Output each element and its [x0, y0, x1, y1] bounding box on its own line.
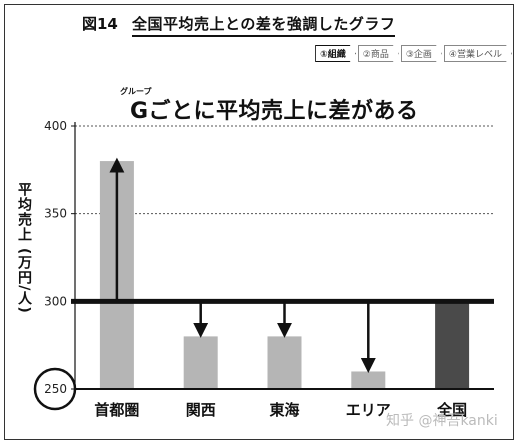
bar-3 [267, 336, 302, 389]
figure-frame [4, 4, 514, 440]
bar-2 [183, 336, 218, 389]
bar-4 [351, 371, 386, 389]
figure-number: 図14 [82, 15, 118, 33]
breadcrumb: ①組織 ②商品 ③企画 ④営業レベル [315, 45, 512, 62]
bar-5 [435, 301, 470, 389]
crumb-organization: ①組織 [315, 45, 356, 62]
y-tick-label-400: 400 [44, 119, 67, 133]
y-tick-label-250: 250 [44, 382, 67, 396]
figure-title: 全国平均売上との差を強調したグラフ [132, 13, 396, 37]
y-tick-label-300: 300 [44, 294, 67, 308]
category-label-4: エリア [346, 401, 391, 419]
chart-headline: Gごとに平均売上に差がある [130, 99, 419, 124]
category-label-2: 関西 [186, 401, 216, 419]
origin-circle [33, 367, 77, 411]
headline-ruby: グループ [120, 87, 152, 96]
y-axis-label: 平均売上 (万円/人) [16, 182, 32, 314]
category-label-1: 首都圏 [94, 401, 139, 419]
crumb-planning: ③企画 [401, 45, 442, 62]
watermark: 知乎 @神吾kanki [386, 413, 498, 429]
crumb-sales-level: ④営業レベル [444, 45, 512, 62]
category-label-5: 全国 [436, 401, 467, 419]
category-label-3: 東海 [269, 401, 299, 419]
y-tick-label-350: 350 [44, 207, 67, 221]
crumb-product: ②商品 [358, 45, 399, 62]
